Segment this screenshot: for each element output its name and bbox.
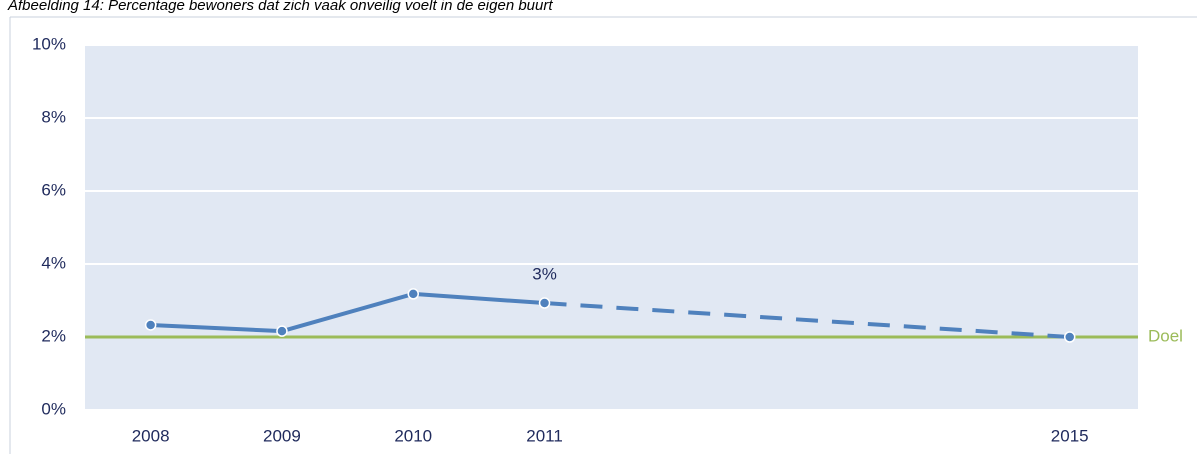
y-tick-label: 4% <box>41 253 66 272</box>
data-label: 3% <box>532 265 557 284</box>
x-tick-label: 2010 <box>394 426 432 445</box>
chart-title: Afbeelding 14: Percentage bewoners dat z… <box>7 0 553 14</box>
point <box>407 288 419 300</box>
x-tick-label: 2008 <box>132 426 170 445</box>
y-tick-label: 8% <box>41 107 66 126</box>
line <box>150 291 545 334</box>
point <box>538 297 551 309</box>
plot-area <box>85 45 1138 410</box>
target-label: Doel <box>1148 326 1183 345</box>
y-tick-label: 2% <box>41 326 66 345</box>
y-tick-label: 10% <box>32 34 66 53</box>
point <box>276 325 288 337</box>
x-tick-label: 2009 <box>263 426 301 445</box>
x-tick-label: 2011 <box>526 426 563 445</box>
point <box>144 319 157 331</box>
line-dashed <box>544 301 1070 339</box>
y-tick-label: 0% <box>41 399 66 418</box>
x-tick-label: 2015 <box>1051 426 1089 445</box>
y-tick-label: 6% <box>41 180 66 199</box>
point <box>1063 331 1076 343</box>
